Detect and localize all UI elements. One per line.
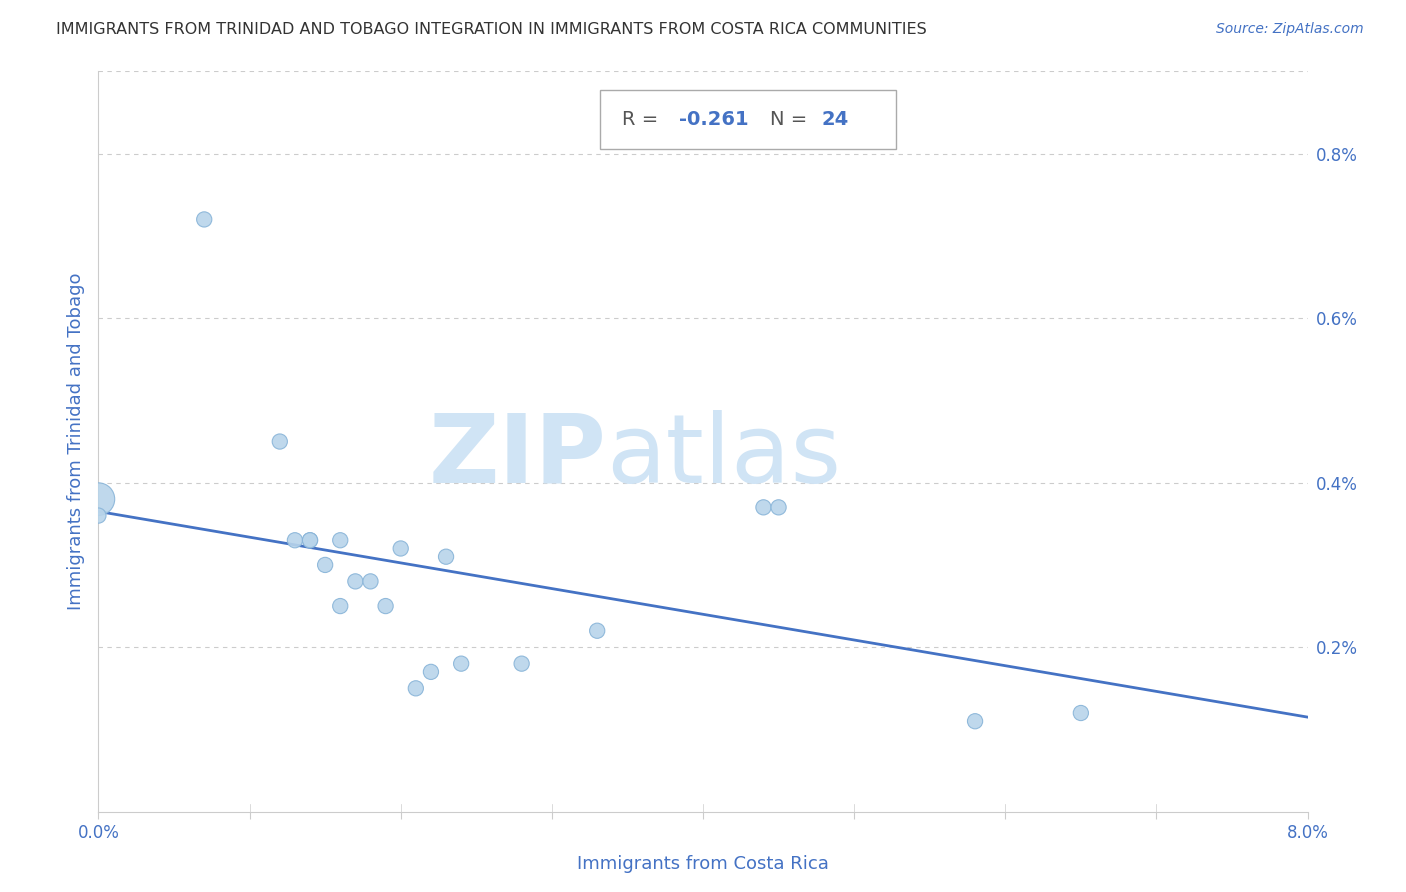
Point: [193, 212, 215, 227]
Point: [434, 549, 457, 564]
Point: [752, 500, 775, 515]
Point: [586, 624, 609, 638]
Point: [510, 657, 533, 671]
Point: [389, 541, 412, 556]
Point: [405, 681, 427, 696]
Point: [329, 599, 352, 613]
Text: 24: 24: [821, 110, 849, 129]
Point: [269, 434, 291, 449]
Text: -0.261: -0.261: [679, 110, 748, 129]
Point: [299, 533, 322, 548]
Text: IMMIGRANTS FROM TRINIDAD AND TOBAGO INTEGRATION IN IMMIGRANTS FROM COSTA RICA CO: IMMIGRANTS FROM TRINIDAD AND TOBAGO INTE…: [56, 22, 927, 37]
Point: [374, 599, 396, 613]
Text: R =: R =: [621, 110, 665, 129]
X-axis label: Immigrants from Costa Rica: Immigrants from Costa Rica: [576, 855, 830, 873]
Point: [314, 558, 336, 572]
FancyBboxPatch shape: [600, 90, 897, 149]
Point: [1070, 706, 1092, 720]
Point: [299, 533, 322, 548]
Text: Source: ZipAtlas.com: Source: ZipAtlas.com: [1216, 22, 1364, 37]
Text: atlas: atlas: [606, 409, 841, 503]
Point: [344, 574, 367, 589]
Text: N =: N =: [769, 110, 813, 129]
Point: [420, 665, 443, 679]
Point: [329, 533, 352, 548]
Y-axis label: Immigrants from Trinidad and Tobago: Immigrants from Trinidad and Tobago: [66, 273, 84, 610]
Point: [965, 714, 987, 729]
Text: ZIP: ZIP: [429, 409, 606, 503]
Point: [450, 657, 472, 671]
Point: [284, 533, 307, 548]
Point: [87, 492, 110, 507]
Point: [768, 500, 790, 515]
Point: [360, 574, 382, 589]
Point: [87, 508, 110, 523]
